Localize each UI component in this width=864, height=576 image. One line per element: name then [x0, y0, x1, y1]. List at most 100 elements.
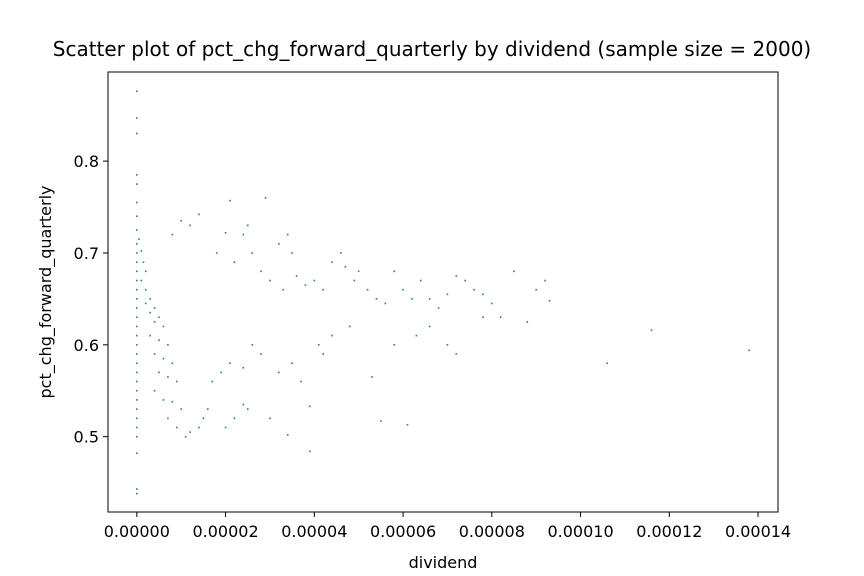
data-point — [322, 288, 324, 291]
data-point — [180, 220, 183, 222]
data-point — [184, 435, 187, 438]
plot-area-frame — [107, 71, 779, 513]
data-point — [136, 307, 138, 309]
data-point — [322, 353, 324, 355]
data-point — [136, 399, 138, 401]
data-point — [491, 302, 493, 305]
data-point — [136, 362, 138, 364]
data-point — [455, 353, 458, 355]
data-point — [482, 316, 484, 319]
data-point — [136, 279, 138, 282]
data-point — [606, 362, 608, 364]
x-tick-label: 0.00004 — [281, 522, 347, 541]
data-point — [309, 450, 311, 453]
data-point — [233, 261, 236, 263]
data-point — [513, 270, 515, 273]
data-point — [229, 362, 231, 364]
data-point — [171, 233, 174, 236]
data-point — [380, 420, 382, 422]
data-point — [402, 288, 404, 291]
data-point — [233, 417, 236, 420]
data-point — [140, 250, 143, 252]
data-point — [291, 362, 293, 364]
x-tick-label: 0.00014 — [725, 522, 791, 541]
data-point — [136, 316, 138, 319]
data-point — [136, 380, 138, 383]
data-point — [260, 353, 262, 355]
data-point — [144, 270, 147, 273]
data-point — [304, 284, 307, 286]
data-point — [136, 252, 138, 254]
data-point — [650, 329, 653, 331]
data-point — [153, 321, 156, 323]
data-point — [499, 316, 502, 319]
data-point — [242, 233, 245, 236]
data-point — [420, 279, 422, 282]
chart-title: Scatter plot of pct_chg_forward_quarterl… — [53, 37, 811, 61]
data-point — [309, 405, 311, 408]
data-point — [548, 299, 551, 302]
data-point — [136, 242, 138, 245]
data-point — [136, 117, 138, 119]
y-tick-label: 0.8 — [74, 152, 99, 171]
data-point — [353, 279, 356, 282]
data-point — [144, 302, 147, 305]
x-tick-label: 0.00010 — [547, 522, 613, 541]
data-point — [251, 252, 254, 254]
data-point — [269, 417, 271, 420]
data-point — [473, 288, 475, 291]
data-point — [464, 279, 466, 282]
data-point — [207, 408, 209, 410]
data-point — [242, 366, 245, 369]
data-point — [136, 353, 138, 355]
data-point — [136, 132, 138, 135]
y-tick-label: 0.6 — [74, 336, 99, 355]
data-points — [136, 90, 750, 495]
data-point — [136, 452, 138, 455]
data-point — [251, 344, 254, 346]
y-axis-label: pct_chg_forward_quarterly — [36, 186, 56, 399]
data-point — [138, 238, 140, 240]
data-point — [366, 288, 369, 291]
data-point — [295, 275, 298, 277]
data-point — [136, 408, 138, 410]
data-point — [331, 334, 333, 337]
data-point — [136, 344, 138, 346]
data-point — [167, 344, 169, 346]
data-point — [153, 353, 156, 355]
data-point — [264, 197, 267, 199]
data-point — [162, 357, 165, 360]
data-point — [349, 325, 351, 328]
data-point — [344, 265, 347, 268]
y-tick-label: 0.7 — [74, 244, 99, 263]
data-point — [136, 174, 138, 176]
data-point — [224, 426, 227, 429]
data-point — [260, 270, 262, 273]
data-point — [136, 492, 138, 495]
data-point — [313, 279, 316, 282]
data-point — [180, 408, 183, 410]
data-point — [220, 371, 222, 374]
data-point — [136, 325, 138, 328]
data-point — [136, 371, 138, 374]
data-point — [189, 431, 191, 433]
data-point — [189, 224, 191, 227]
x-tick-label: 0.00008 — [459, 522, 525, 541]
data-point — [224, 231, 227, 234]
data-point — [136, 183, 138, 185]
data-point — [175, 426, 178, 429]
data-point — [393, 344, 395, 346]
data-point — [171, 362, 174, 364]
data-point — [748, 349, 750, 352]
data-point — [136, 417, 138, 420]
data-point — [158, 316, 160, 319]
data-point — [136, 426, 138, 429]
data-point — [136, 215, 138, 218]
y-axis: 0.5 0.6 0.7 0.8 — [74, 152, 108, 447]
data-point — [535, 288, 537, 291]
y-tick-label: 0.5 — [74, 428, 99, 447]
data-point — [428, 325, 431, 328]
data-point — [144, 288, 147, 291]
data-point — [142, 261, 145, 263]
data-point — [393, 270, 395, 273]
